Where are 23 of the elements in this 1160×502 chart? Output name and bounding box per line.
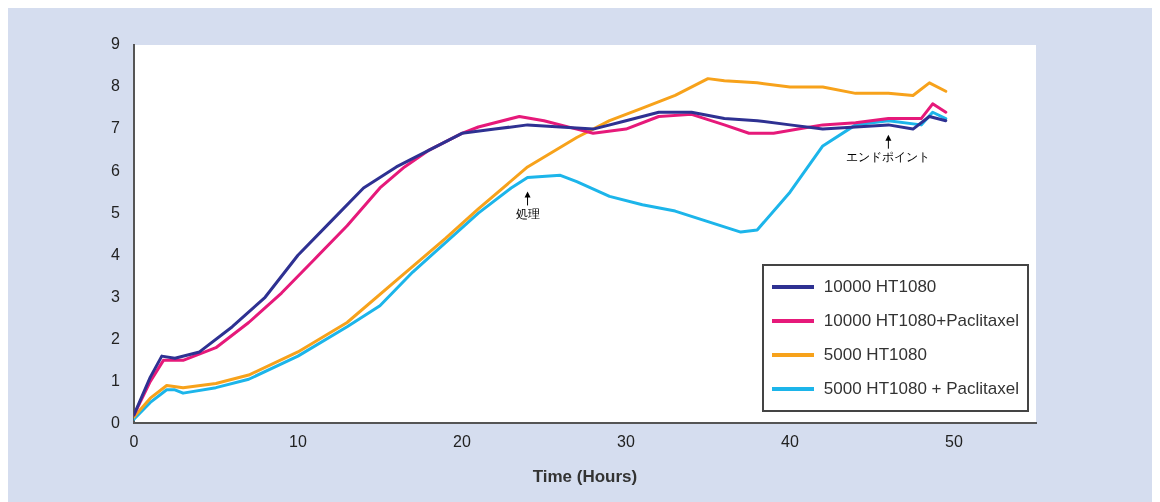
- x-axis-title: Time (Hours): [532, 467, 638, 487]
- legend-label: 5000 HT1080: [823, 345, 927, 365]
- x-tick-label: 40: [781, 433, 799, 451]
- annotation: エンドポイント: [846, 149, 931, 164]
- y-tick-label: 7: [110, 119, 120, 137]
- y-tick-label: 6: [110, 161, 120, 179]
- y-tick-label: 9: [110, 35, 120, 53]
- legend-label: 10000 HT1080: [823, 277, 937, 297]
- legend-label: 5000 HT1080 + Paclitaxel: [823, 379, 1019, 399]
- y-tick-label: 2: [110, 329, 120, 347]
- legend-label: 10000 HT1080+Paclitaxel: [823, 311, 1019, 331]
- x-tick-label: 10: [289, 433, 307, 451]
- y-tick-label: 0: [110, 413, 120, 431]
- y-tick-label: 3: [110, 287, 120, 305]
- y-tick-label: 1: [110, 371, 120, 389]
- x-tick-label: 0: [129, 433, 139, 451]
- y-tick-label: 5: [110, 203, 120, 221]
- y-tick-label: 4: [110, 245, 120, 263]
- y-tick-label: 8: [110, 77, 120, 95]
- x-tick-label: 30: [617, 433, 635, 451]
- annotation: 処理: [515, 206, 540, 221]
- x-tick-label: 50: [945, 433, 963, 451]
- x-tick-label: 20: [453, 433, 471, 451]
